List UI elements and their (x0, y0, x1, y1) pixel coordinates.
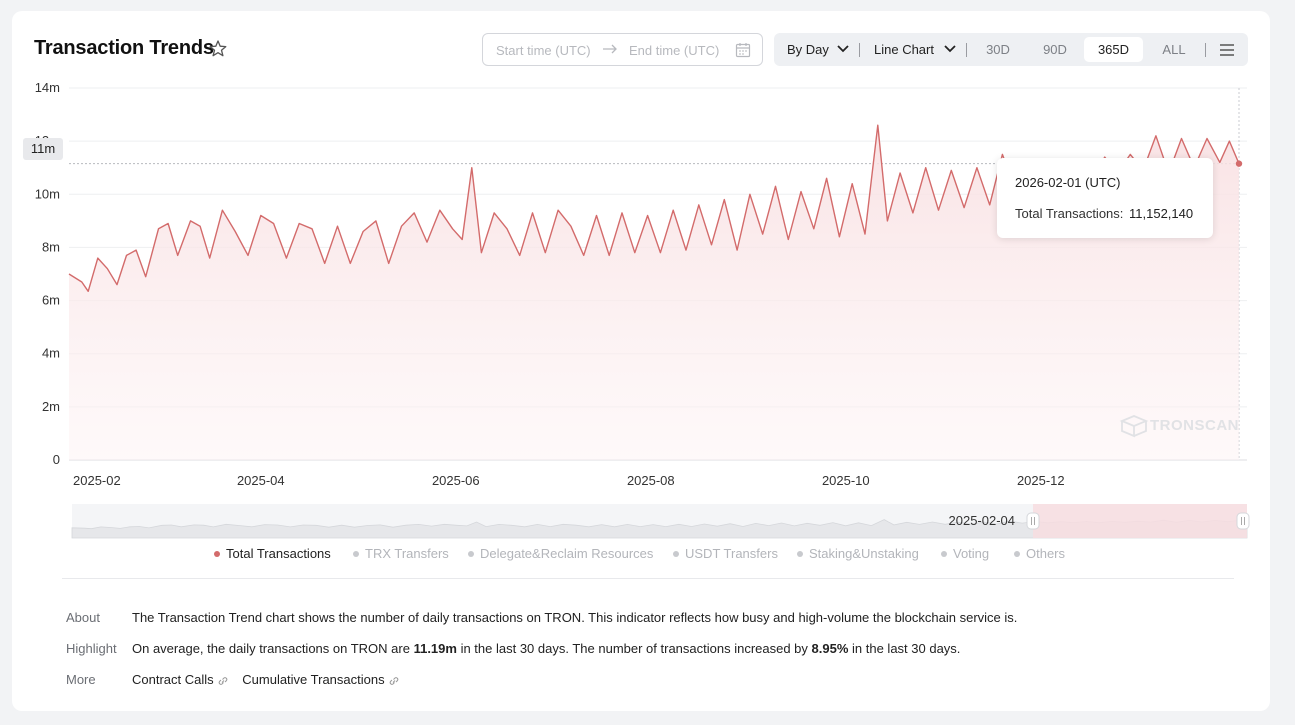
x-tick-label: 2025-10 (822, 473, 870, 488)
legend-item[interactable]: Voting (941, 546, 989, 561)
zoom-slider-label: 2025-02-04 (949, 513, 1016, 528)
contract-calls-label: Contract Calls (132, 672, 214, 687)
y-tick-label: 2m (42, 399, 60, 414)
highlight-mid: in the last 30 days. The number of trans… (456, 641, 812, 656)
cumulative-transactions-label: Cumulative Transactions (242, 672, 385, 687)
data-point-highlight[interactable] (1235, 160, 1243, 167)
chart-type-dropdown[interactable]: Line Chart (874, 42, 934, 57)
about-label: About (66, 610, 100, 625)
legend-dot (353, 550, 359, 557)
star-icon[interactable] (208, 39, 228, 59)
legend-dot (673, 550, 679, 557)
y-tick-label: 14m (35, 80, 60, 95)
zoom-slider-handle[interactable] (1026, 512, 1040, 530)
link-icon (389, 676, 398, 685)
date-range-picker[interactable]: Start time (UTC) End time (UTC) (482, 33, 763, 66)
zoom-slider-selection[interactable] (1033, 504, 1247, 538)
tronscan-logo-icon (1119, 415, 1149, 438)
legend-dot (1014, 550, 1020, 557)
y-tick-label: 8m (42, 239, 60, 254)
chevron-down-icon[interactable] (837, 45, 849, 53)
cumulative-transactions-link[interactable]: Cumulative Transactions (242, 672, 399, 687)
x-tick-label: 2025-02 (73, 473, 121, 488)
range-90d-button[interactable]: 90D (1043, 42, 1067, 57)
legend-label: Voting (953, 546, 990, 561)
link-icon (218, 676, 227, 685)
page-title: Transaction Trends (34, 37, 214, 59)
menu-icon[interactable] (1219, 43, 1235, 57)
x-tick-label: 2025-12 (1017, 473, 1065, 488)
legend-dot (214, 550, 220, 557)
highlight-label: Highlight (66, 641, 117, 656)
highlight-pre: On average, the daily transactions on TR… (132, 641, 414, 656)
x-tick-label: 2025-04 (237, 473, 285, 488)
end-time-input[interactable]: End time (UTC) (629, 43, 720, 58)
highlight-average: 11.19m (413, 641, 457, 656)
x-tick-label: 2025-06 (432, 473, 480, 488)
tooltip-date: 2026-02-01 (UTC) (1015, 175, 1121, 190)
chevron-down-icon[interactable] (944, 45, 956, 53)
separator (859, 43, 860, 57)
separator (1205, 43, 1206, 57)
legend-label: Delegate&Reclaim Resources (480, 546, 654, 561)
y-tick-label: 6m (42, 293, 60, 308)
tooltip-label: Total Transactions: (1015, 206, 1124, 221)
legend-item[interactable]: USDT Transfers (673, 546, 778, 561)
y-axis-pointer-label: 11m (23, 138, 63, 160)
range-all-button[interactable]: ALL (1162, 42, 1186, 57)
highlight-post: in the last 30 days. (848, 641, 961, 656)
legend-label: Others (1026, 546, 1066, 561)
contract-calls-link[interactable]: Contract Calls (132, 672, 229, 687)
tronscan-watermark: TRONSCAN (1110, 413, 1239, 439)
legend-item[interactable]: Delegate&Reclaim Resources (468, 546, 653, 561)
legend-dot (941, 550, 947, 557)
divider (62, 578, 1234, 579)
watermark-text: TRONSCAN (1150, 417, 1239, 434)
y-tick-label: 10m (35, 186, 60, 201)
more-label: More (66, 672, 96, 687)
about-text: The Transaction Trend chart shows the nu… (132, 610, 1018, 625)
legend-label: TRX Transfers (365, 546, 449, 561)
tooltip-value: 11,152,140 (1129, 206, 1194, 221)
chart-tooltip: 2026-02-01 (UTC) Total Transactions: 11,… (997, 158, 1213, 238)
series-area (69, 125, 1239, 460)
by-day-dropdown[interactable]: By Day (787, 42, 829, 57)
legend-dot (797, 550, 803, 557)
y-tick-label: 0 (53, 452, 60, 467)
highlight-text: On average, the daily transactions on TR… (132, 641, 960, 656)
legend-label: Staking&Unstaking (809, 546, 919, 561)
legend-label: USDT Transfers (685, 546, 778, 561)
legend-item[interactable]: Others (1014, 546, 1065, 561)
separator (966, 43, 967, 57)
highlight-percent: 8.95% (811, 641, 849, 656)
legend-label: Total Transactions (226, 546, 331, 561)
start-time-input[interactable]: Start time (UTC) (496, 43, 591, 58)
zoom-slider-handle[interactable] (1236, 512, 1250, 530)
legend-item[interactable]: Total Transactions (214, 546, 331, 561)
x-tick-label: 2025-08 (627, 473, 675, 488)
line-chart[interactable]: 02m4m6m8m10m12m14m2025-022025-042025-062… (0, 0, 1295, 545)
calendar-icon[interactable] (735, 42, 751, 58)
legend-item[interactable]: TRX Transfers (353, 546, 449, 561)
chart-controls: By Day Line Chart 30D 90D 365D ALL (774, 33, 1248, 66)
range-365d-button[interactable]: 365D (1084, 37, 1143, 62)
more-links: Contract Calls Cumulative Transactions (132, 672, 410, 687)
y-tick-label: 4m (42, 346, 60, 361)
range-30d-button[interactable]: 30D (986, 42, 1010, 57)
legend-dot (468, 550, 474, 557)
arrow-right-icon (603, 44, 617, 54)
legend-item[interactable]: Staking&Unstaking (797, 546, 919, 561)
